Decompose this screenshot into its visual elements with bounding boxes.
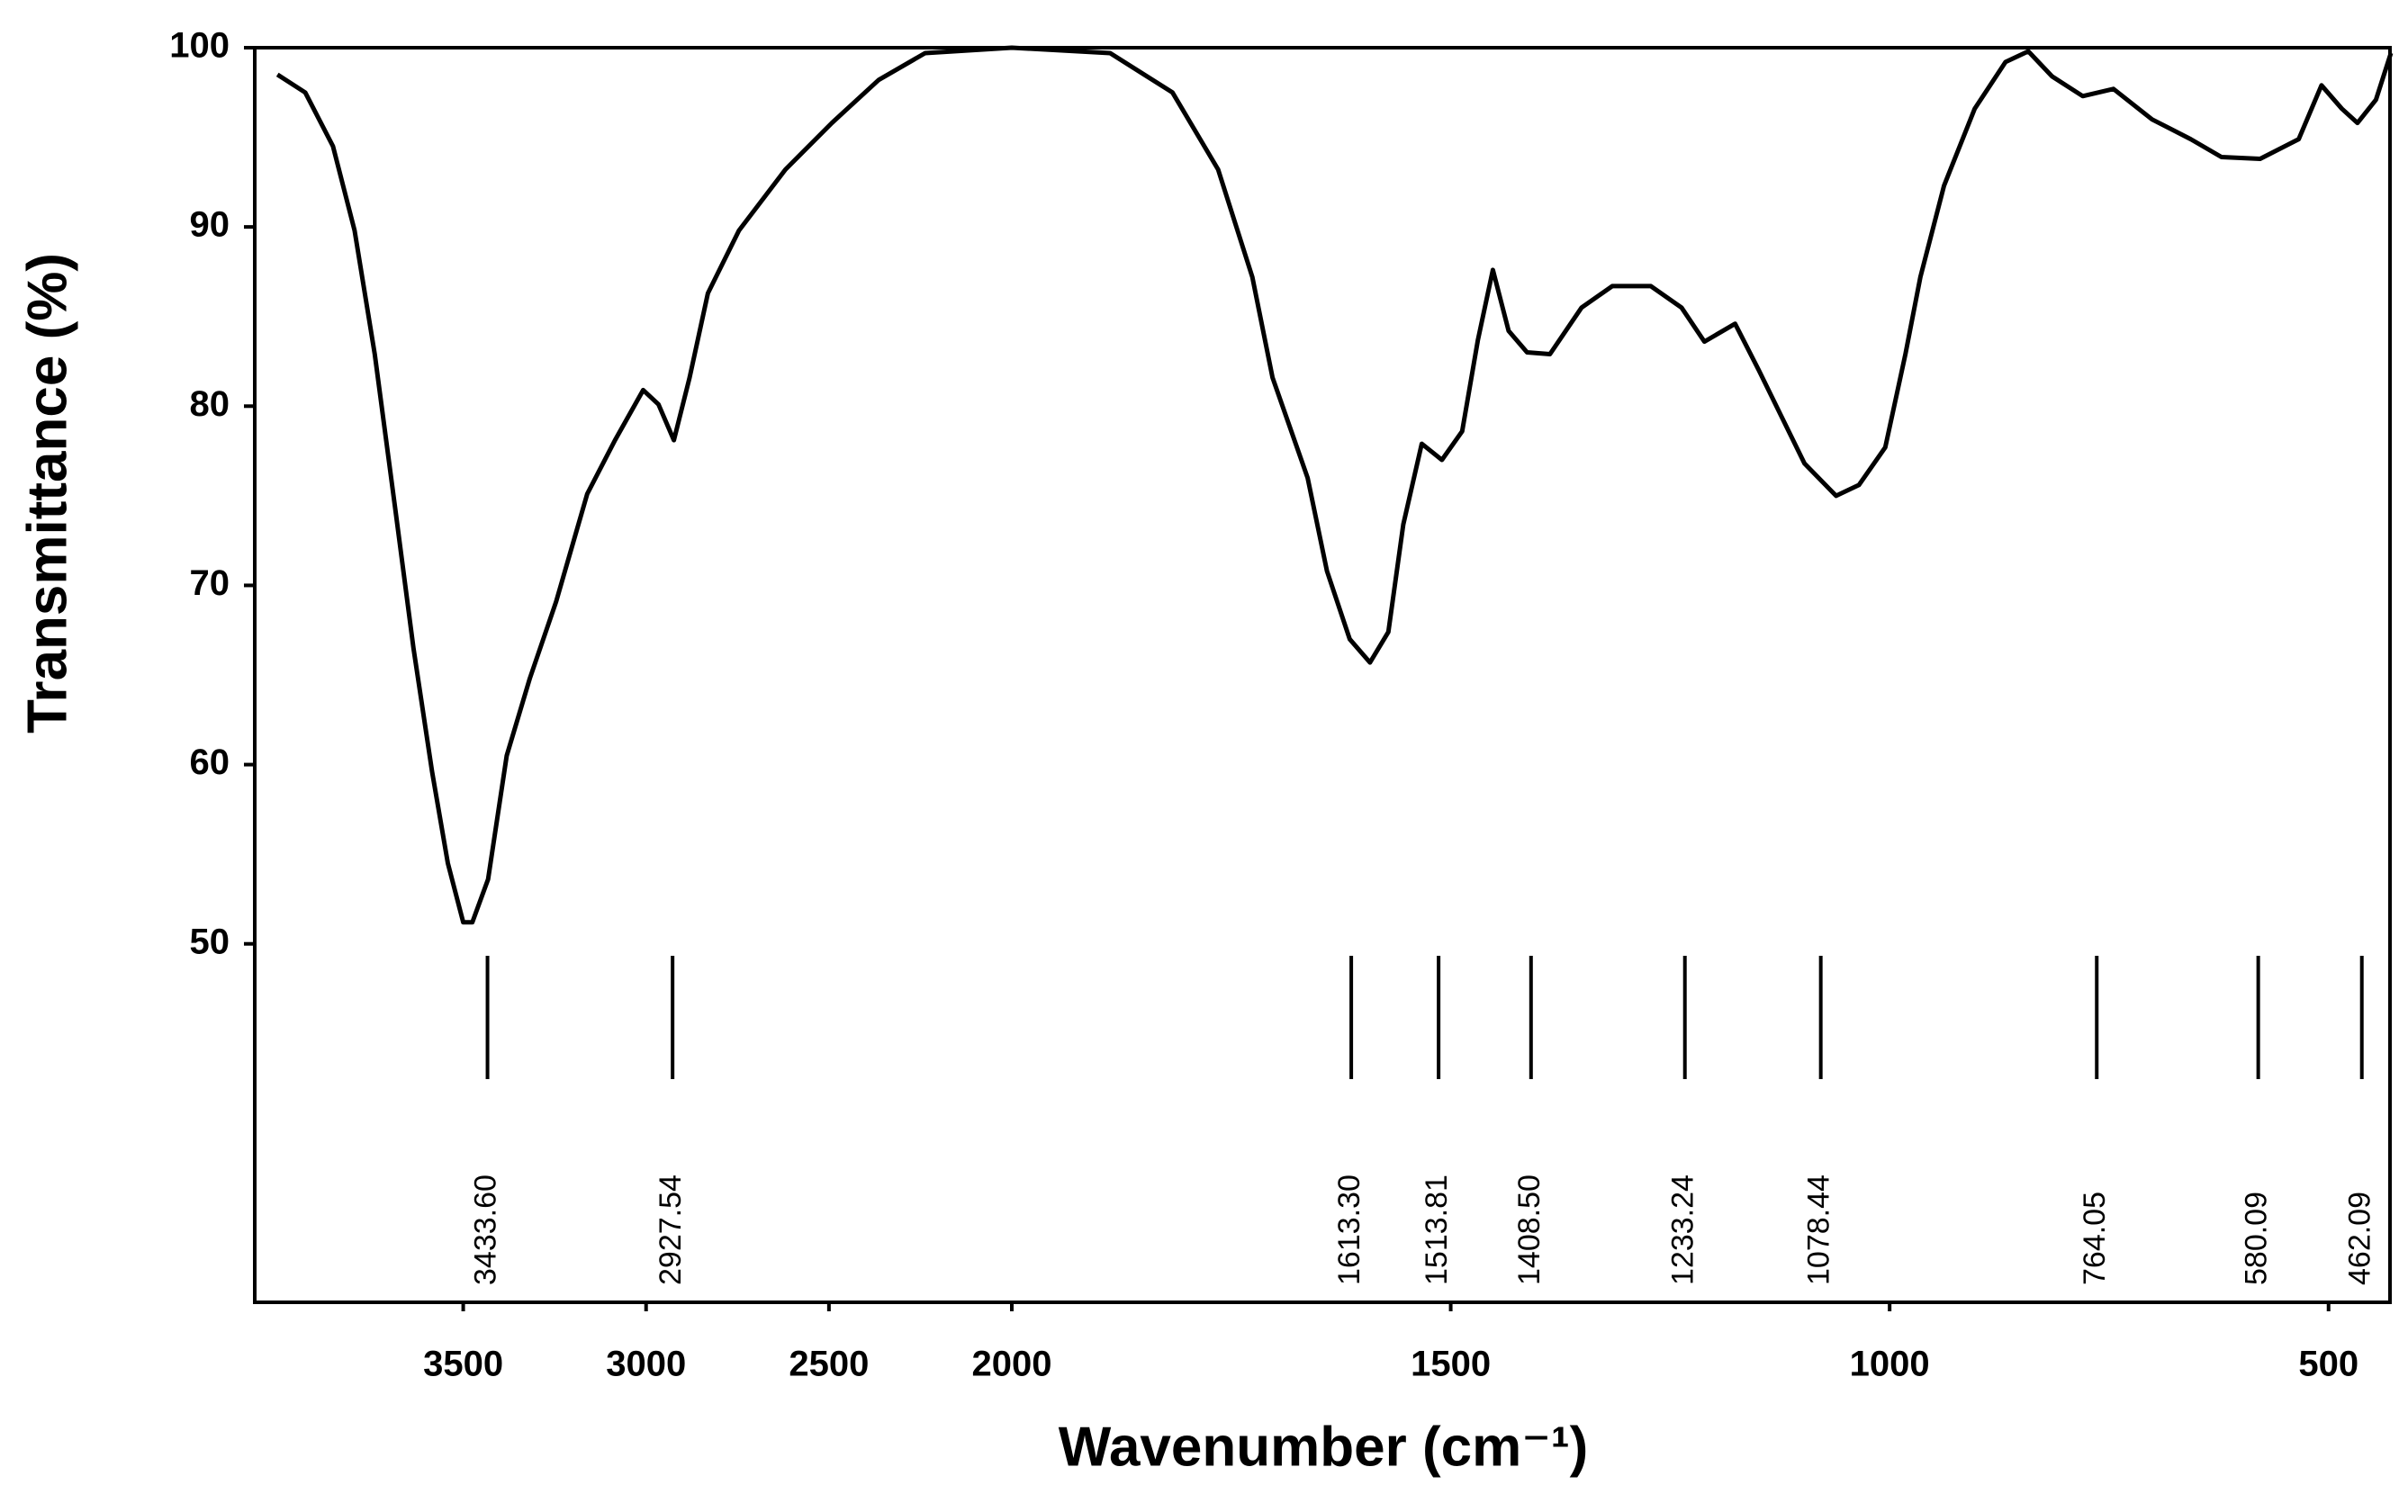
x-axis-title: Wavenumber (cm⁻¹) bbox=[1059, 1416, 1589, 1478]
y-axis-title: Transmittance (%) bbox=[16, 253, 78, 734]
x-tick-label: 2500 bbox=[789, 1345, 869, 1384]
y-tick-label: 50 bbox=[190, 922, 230, 961]
x-tick-label: 1000 bbox=[1850, 1345, 1930, 1384]
plot-frame bbox=[253, 46, 2392, 1304]
x-tick-label: 1500 bbox=[1411, 1345, 1491, 1384]
x-tick-label: 500 bbox=[2298, 1345, 2358, 1384]
x-tick-label: 2000 bbox=[972, 1345, 1052, 1384]
peak-label: 3433.60 bbox=[469, 1174, 503, 1285]
peak-label: 580.09 bbox=[2240, 1192, 2274, 1285]
peak-label: 1233.24 bbox=[1666, 1174, 1700, 1285]
x-tick-label: 3000 bbox=[606, 1345, 686, 1384]
peak-label: 1613.30 bbox=[1332, 1174, 1366, 1285]
y-tick-label: 100 bbox=[169, 26, 230, 66]
x-tick-label: 3500 bbox=[423, 1345, 503, 1384]
peak-label: 1513.81 bbox=[1420, 1174, 1454, 1285]
peak-label: 2927.54 bbox=[654, 1174, 688, 1285]
peak-label: 1408.50 bbox=[1512, 1174, 1547, 1285]
y-tick-label: 80 bbox=[190, 384, 230, 424]
y-tick-label: 90 bbox=[190, 205, 230, 245]
y-tick-label: 70 bbox=[190, 563, 230, 603]
spectrum-line bbox=[275, 45, 2394, 925]
peak-label: 764.05 bbox=[2078, 1192, 2112, 1285]
peak-label: 462.09 bbox=[2343, 1192, 2377, 1285]
peak-label: 1078.44 bbox=[1802, 1174, 1836, 1285]
y-tick-label: 60 bbox=[190, 742, 230, 782]
